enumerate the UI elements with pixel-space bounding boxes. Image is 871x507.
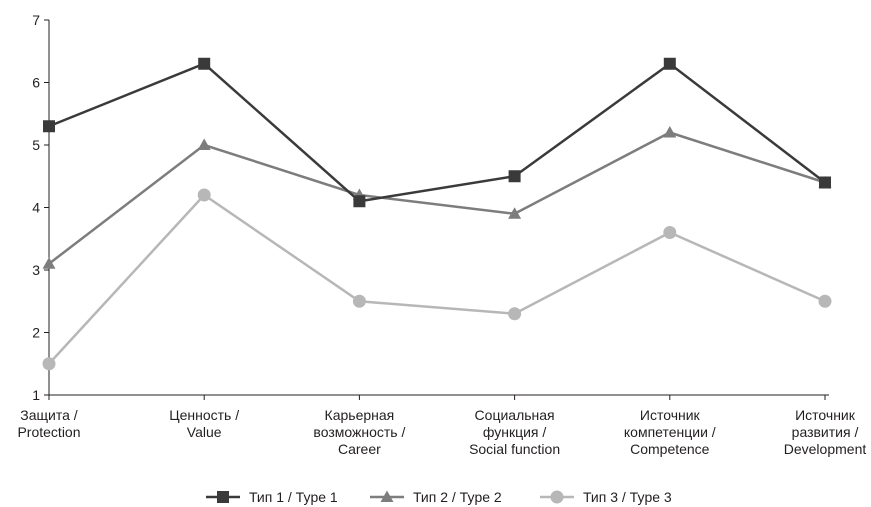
data-point [508,170,521,183]
series-3 [42,188,832,371]
axes: 1 2 3 4 5 6 7 [32,12,829,403]
y-tick-label: 6 [32,75,40,91]
series-line [48,193,826,365]
series-layer [42,57,832,371]
data-point [818,294,832,308]
x-category-label-line: Career [338,441,381,457]
data-point [42,257,56,269]
labels-layer: Защита / Protection Ценность / Value Карьерн… [17,407,866,457]
x-category-label-line: Социальная [475,407,555,423]
y-tick-label: 4 [32,200,40,216]
legend-label: Тип 3 / Type 3 [583,489,672,505]
x-category-label-line: Карьерная [325,407,395,423]
x-category-label-line: возможность / [313,424,405,440]
legend: Тип 1 / Type 1 Тип 2 / Type 2 Тип 3 / Type… [206,489,672,505]
x-category-label: Источник развития / Development [784,407,867,457]
legend-marker [380,490,394,502]
x-category-label-line: Ценность / [169,407,239,423]
series-line [48,131,826,265]
legend-marker [217,491,229,503]
data-point [353,195,366,208]
data-point [508,207,522,219]
data-point [508,307,522,321]
x-category-label: Ценность / Value [169,407,239,440]
series-2 [42,126,832,269]
x-category-label-line: Development [784,441,867,457]
legend-item: Тип 3 / Type 3 [540,489,672,505]
x-category-label: Социальная функция / Social function [469,407,560,457]
legend-item: Тип 2 / Type 2 [370,489,502,505]
series-1 [43,57,831,208]
legend-marker [550,490,564,504]
x-category-label-line: Protection [17,424,80,440]
x-category-label-line: функция / [483,424,547,440]
x-category-label: Источник компетенции / Competence [624,407,716,457]
x-category-label-line: Competence [630,441,710,457]
legend-label: Тип 1 / Type 1 [249,489,338,505]
data-point [43,120,55,133]
y-tick-label: 1 [32,387,40,403]
x-category-label-line: Защита / [20,407,78,423]
x-category-label-line: Social function [469,441,560,457]
data-point [352,294,366,308]
series-line [48,62,826,203]
data-point [42,357,56,371]
data-point [197,188,211,202]
y-tick-label: 3 [32,262,40,278]
data-point [198,57,211,70]
y-tick-label: 2 [32,325,40,341]
data-point [663,57,676,70]
x-category-label-line: Источник [640,407,701,423]
x-category-label-line: Value [187,424,222,440]
x-category-label: Карьерная возможность / Career [313,407,405,457]
data-point [819,176,831,189]
x-category-label-line: Источник [795,407,856,423]
y-tick-label: 7 [32,12,40,28]
y-tick-label: 5 [32,137,40,153]
data-point [663,126,677,138]
legend-item: Тип 1 / Type 1 [206,489,338,505]
data-point [197,138,211,150]
data-point [663,226,677,239]
x-category-label: Защита / Protection [17,407,80,440]
x-category-label-line: развития / [792,424,859,440]
legend-label: Тип 2 / Type 2 [413,489,502,505]
x-category-label-line: компетенции / [624,424,716,440]
